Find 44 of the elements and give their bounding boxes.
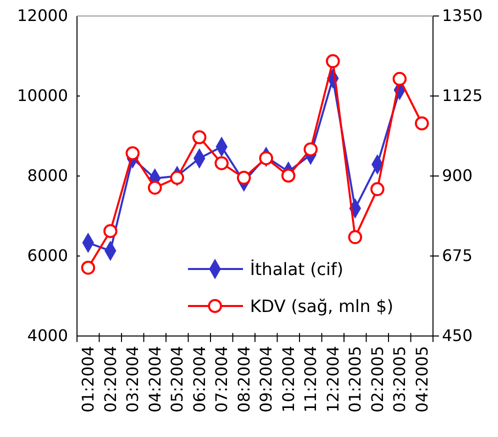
point: [170, 170, 184, 185]
y-tick-label: 4000: [27, 326, 68, 346]
x-tick-label: 03:2005: [390, 346, 410, 412]
y2-tick-label: 675: [442, 246, 473, 266]
x-tick-label: 01:2004: [78, 346, 98, 412]
x-tick-label: 09:2004: [256, 346, 276, 412]
point: [348, 230, 362, 244]
y-tick-label: 12000: [17, 6, 68, 26]
x-tick-label: 07:2004: [212, 346, 232, 412]
x-tick-label: 05:2004: [168, 346, 187, 412]
x-tick-label: 08:2004: [234, 346, 254, 412]
x-tick-label: 10:2004: [278, 346, 298, 412]
y2-tick-label: 450: [442, 326, 473, 346]
y2-tick-label: 1350: [442, 6, 483, 26]
point: [259, 151, 274, 166]
point: [81, 260, 96, 275]
y-tick-label: 8000: [27, 166, 68, 186]
x-tick-label: 03:2004: [123, 346, 142, 412]
point: [126, 146, 140, 160]
point: [392, 72, 407, 86]
x-tick-label: 01:2005: [346, 346, 365, 412]
y-tick-label: 6000: [27, 246, 68, 266]
x-tick-label: 12:2004: [323, 346, 342, 412]
x-tick-label: 11:2004: [301, 346, 320, 412]
legend-label: İthalat (cif): [250, 258, 344, 280]
x-tick-label: 04:2005: [412, 346, 432, 412]
point: [326, 54, 340, 68]
y-tick-label: 10000: [17, 86, 68, 106]
x-tick-label: 06:2004: [190, 346, 209, 412]
point: [414, 116, 429, 130]
point: [148, 180, 162, 195]
y2-tick-label: 900: [442, 166, 473, 186]
x-tick-label: 02:2004: [100, 346, 120, 412]
y2-tick-label: 1125: [442, 86, 483, 106]
point: [103, 224, 118, 238]
x-tick-label: 04:2004: [145, 346, 164, 412]
point: [304, 142, 318, 156]
point: [236, 170, 251, 185]
x-tick-label: 02:2005: [368, 346, 387, 412]
legend-label: KDV (sağ, mln $): [250, 296, 394, 317]
point: [370, 182, 384, 196]
point: [281, 168, 296, 183]
point: [214, 156, 229, 170]
point: [192, 130, 206, 144]
